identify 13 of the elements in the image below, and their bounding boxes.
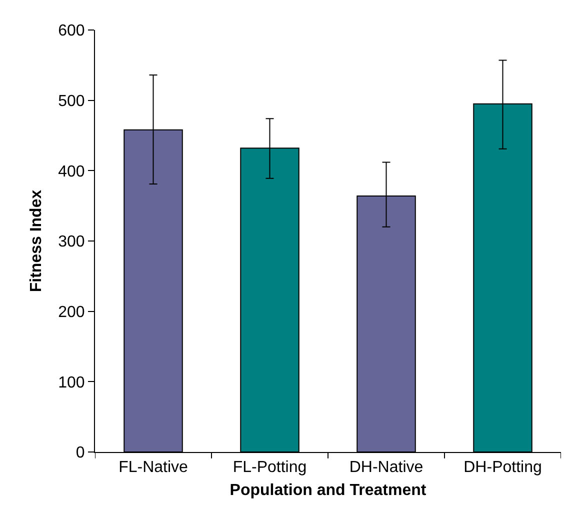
- y-tick-label: 200: [58, 304, 85, 321]
- y-tick-label: 400: [58, 163, 85, 180]
- y-tick-label: 600: [58, 22, 85, 40]
- x-tick-label: DH-Native: [349, 459, 424, 476]
- y-tick-label: 500: [58, 92, 85, 110]
- x-tick-label: DH-Potting: [464, 459, 542, 476]
- y-tick-label: 0: [76, 444, 85, 462]
- x-tick-label: FL-Native: [118, 459, 188, 476]
- y-tick-label: 300: [58, 234, 85, 251]
- x-tick-label: FL-Potting: [232, 459, 307, 476]
- y-tick-label: 100: [58, 374, 85, 392]
- x-axis-title: Population and Treatment: [230, 482, 427, 499]
- y-axis-title: Fitness Index: [28, 190, 45, 292]
